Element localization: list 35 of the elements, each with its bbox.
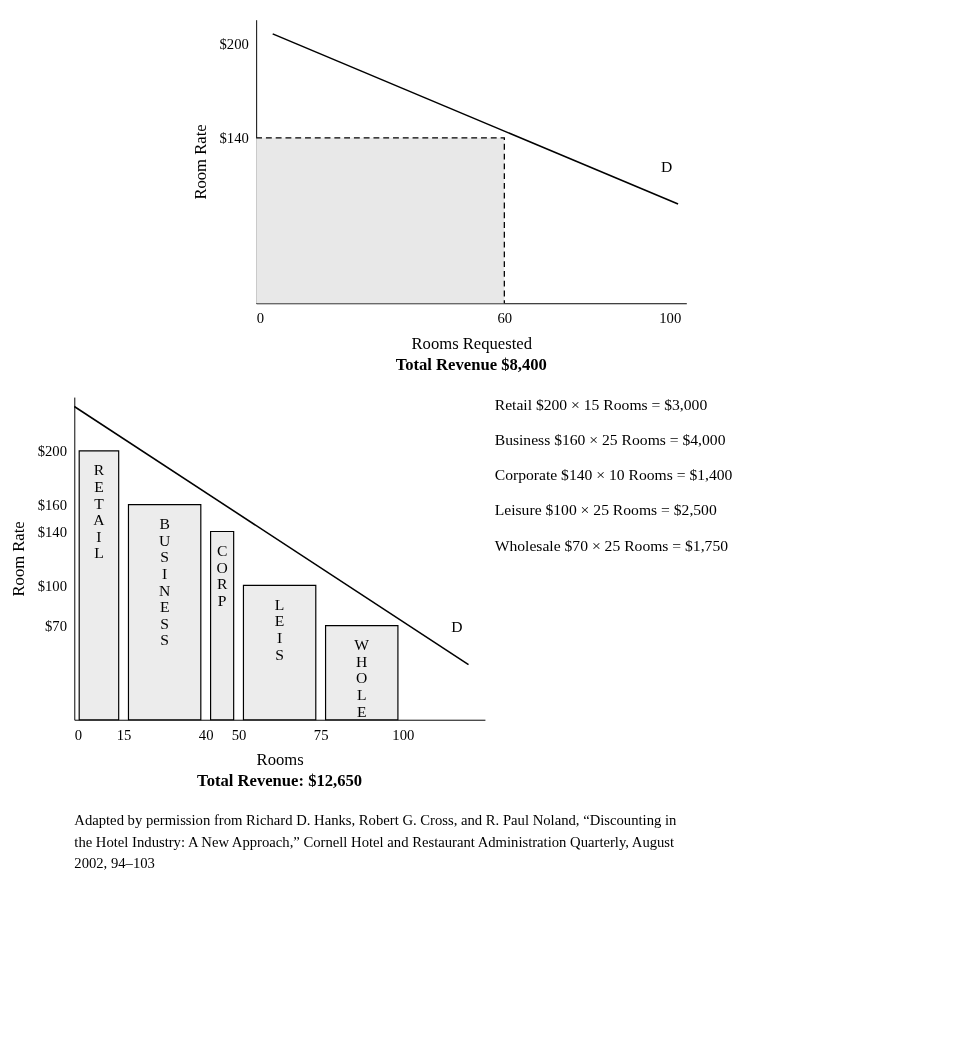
x-tick-label: 60 — [497, 310, 513, 327]
x-tick-label: 15 — [116, 726, 132, 743]
text: Total Revenue: $12,650 — [197, 771, 363, 791]
text: Wholesale $70 × 25 Rooms = $1,750 — [494, 536, 729, 554]
x-tick-label: 100 — [659, 310, 682, 327]
annotation: WHOLE — [354, 636, 370, 720]
annotation: CORP — [216, 541, 228, 609]
x-axis-title: Rooms — [256, 750, 304, 770]
text: Leisure $100 × 25 Rooms = $2,500 — [494, 501, 717, 519]
y-tick-label: $140 — [37, 523, 67, 540]
annotation: RETAIL — [93, 461, 106, 562]
y-tick-label: $140 — [219, 130, 249, 147]
annotation: D — [660, 157, 673, 175]
x-axis-title: Rooms Requested — [411, 333, 533, 353]
x-tick-label: 40 — [198, 726, 214, 743]
y-tick-label: $200 — [37, 443, 67, 460]
x-tick-label: 50 — [231, 726, 247, 743]
text: Retail $200 × 15 Rooms = $3,000 — [494, 395, 708, 413]
y-tick-label: $70 — [44, 618, 67, 635]
annotation: BUSINESS — [158, 515, 171, 649]
x-tick-label: 0 — [74, 726, 83, 743]
y-tick-label: $200 — [219, 35, 249, 52]
y-tick-label: $100 — [37, 577, 67, 594]
y-axis-title: Room Rate — [8, 521, 28, 597]
text: Adapted by permission from Richard D. Hanks, Robert G. Cross, and R. Paul Noland, “Discounting in the Hotel Industry: A New Approach,” Cornell Hotel and Restaurant Administration Quarterly, August 2002, 94–103 — [74, 812, 678, 872]
y-axis-title: Room Rate — [190, 124, 210, 200]
x-tick-label: 100 — [392, 726, 415, 743]
annotation: D — [451, 618, 463, 636]
text: Business $160 × 25 Rooms = $4,000 — [494, 431, 726, 449]
x-tick-label: 75 — [313, 726, 329, 743]
text: Total Revenue $8,400 — [395, 354, 547, 374]
annotation: LEIS — [274, 595, 285, 663]
text: Corporate $140 × 10 Rooms = $1,400 — [494, 466, 733, 484]
x-tick-label: 0 — [256, 310, 264, 327]
y-tick-label: $160 — [37, 497, 67, 514]
